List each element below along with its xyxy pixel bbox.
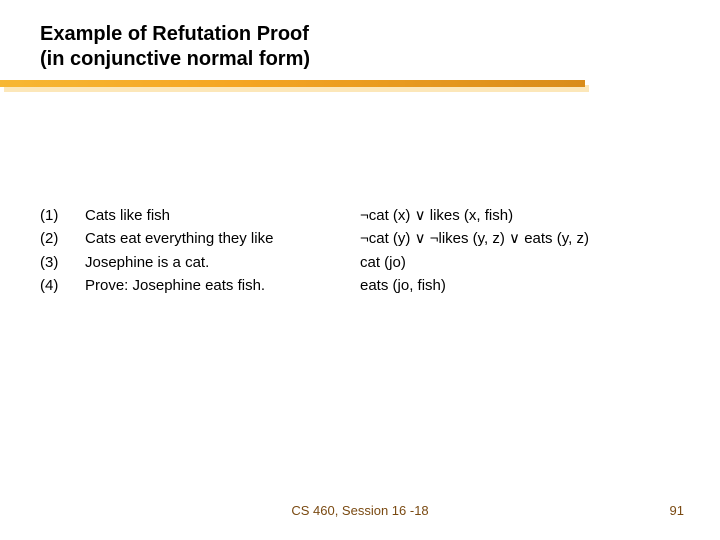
row-num: (1) [40,204,85,227]
column-logic: ¬cat (x) ∨ likes (x, fish) ¬cat (y) ∨ ¬l… [360,204,680,297]
title-line-2: (in conjunctive normal form) [40,47,680,72]
row-logic: eats (jo, fish) [360,274,680,297]
row-text: Cats like fish [85,204,350,227]
row-text: Josephine is a cat. [85,251,350,274]
column-statements: Cats like fish Cats eat everything they … [85,204,360,297]
row-logic: ¬cat (y) ∨ ¬likes (y, z) ∨ eats (y, z) [360,227,680,250]
content-area: (1) (2) (3) (4) Cats like fish Cats eat … [40,204,680,297]
row-text: Cats eat everything they like [85,227,350,250]
footer-text: CS 460, Session 16 -18 [0,503,720,518]
title-underline [0,80,585,94]
slide: Example of Refutation Proof (in conjunct… [0,0,720,540]
column-numbers: (1) (2) (3) (4) [40,204,85,297]
title-line-1: Example of Refutation Proof [40,22,680,47]
row-num: (4) [40,274,85,297]
page-number: 91 [670,503,684,518]
row-text: Prove: Josephine eats fish. [85,274,350,297]
row-logic: cat (jo) [360,251,680,274]
underline-main [0,80,585,87]
slide-title: Example of Refutation Proof (in conjunct… [40,22,680,72]
row-num: (2) [40,227,85,250]
row-num: (3) [40,251,85,274]
row-logic: ¬cat (x) ∨ likes (x, fish) [360,204,680,227]
